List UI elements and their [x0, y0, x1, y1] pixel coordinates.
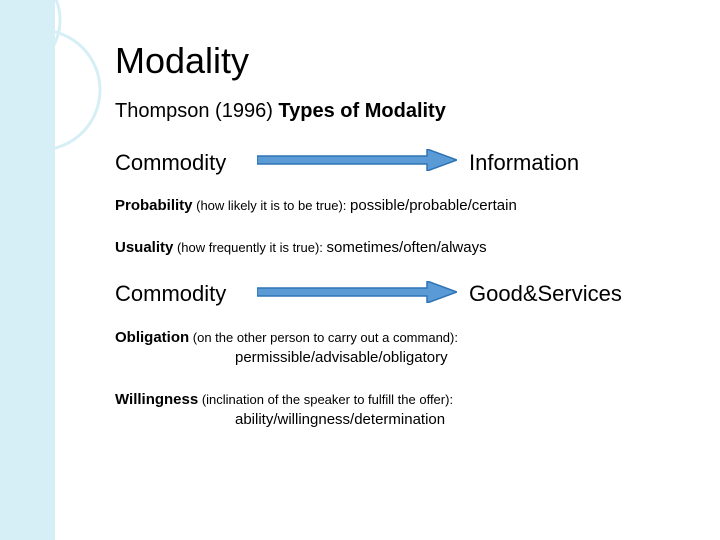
definition-obligation: Obligation (on the other person to carry…: [115, 328, 670, 369]
term-left-2: Commodity: [115, 281, 255, 307]
slide-title: Modality: [115, 40, 670, 82]
definition-usuality: Usuality (how frequently it is true): so…: [115, 238, 670, 258]
slide-subtitle: Thompson (1996) Types of Modality: [115, 100, 670, 123]
def-tail: permissible/advisable/obligatory: [115, 349, 448, 366]
def-paren: (inclination of the speaker to fulfill t…: [198, 392, 453, 407]
definition-probability: Probability (how likely it is to be true…: [115, 196, 670, 216]
arrow-icon: [257, 281, 457, 308]
relation-row-1: Commodity Information: [115, 149, 670, 176]
slide-content: Modality Thompson (1996) Types of Modali…: [0, 0, 720, 483]
def-paren: (how frequently it is true):: [173, 240, 326, 255]
term-left-1: Commodity: [115, 150, 255, 176]
def-lead: Usuality: [115, 239, 173, 256]
subtitle-author: Thompson (1996): [115, 100, 278, 122]
def-tail: possible/probable/certain: [350, 197, 517, 214]
def-lead: Obligation: [115, 329, 189, 346]
def-lead: Willingness: [115, 391, 198, 408]
term-right-1: Information: [469, 150, 579, 176]
def-lead: Probability: [115, 197, 193, 214]
subtitle-bold: Types of Modality: [278, 100, 445, 122]
def-tail: sometimes/often/always: [327, 239, 487, 256]
term-right-2: Good&Services: [469, 281, 622, 307]
def-paren: (how likely it is to be true):: [193, 198, 351, 213]
definition-willingness: Willingness (inclination of the speaker …: [115, 390, 670, 431]
def-paren: (on the other person to carry out a comm…: [189, 330, 458, 345]
arrow-icon: [257, 149, 457, 176]
def-tail: ability/willingness/determination: [115, 411, 445, 428]
relation-row-2: Commodity Good&Services: [115, 281, 670, 308]
